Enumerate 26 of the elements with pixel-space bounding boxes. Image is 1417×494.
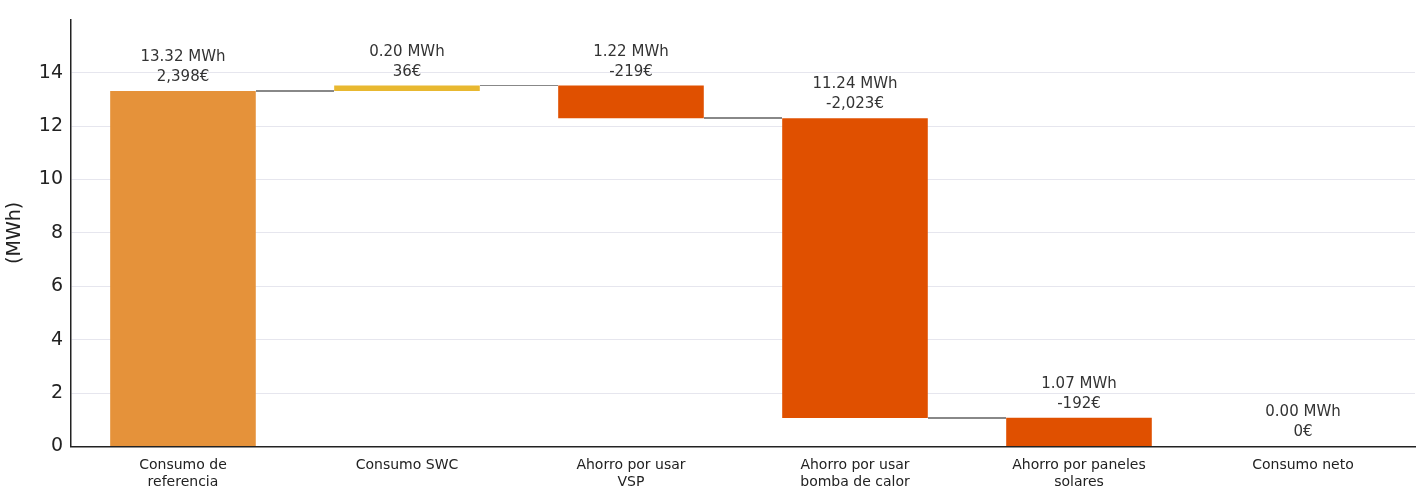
data-label: 1.07 MWh -192€: [1041, 373, 1117, 412]
x-tick-label: Ahorro por paneles solares: [1012, 456, 1146, 490]
x-tick-label: Ahorro por usar VSP: [576, 456, 686, 490]
x-tick-label: Consumo de referencia: [139, 456, 227, 490]
data-label: 0.00 MWh 0€: [1265, 402, 1341, 441]
y-tick-label: 12: [38, 113, 63, 136]
data-label: 1.22 MWh -219€: [593, 41, 669, 80]
y-tick-label: 14: [38, 59, 63, 82]
y-axis-title: (MWh): [2, 201, 25, 264]
data-label: 0.20 MWh 36€: [369, 41, 445, 80]
y-tick-label: 8: [50, 219, 63, 242]
bar: [1006, 417, 1152, 446]
x-tick-label: Ahorro por usar bomba de calor: [800, 456, 910, 490]
y-tick-label: 2: [50, 379, 63, 402]
data-label: 13.32 MWh 2,398€: [140, 46, 226, 85]
y-tick-label: 4: [50, 326, 63, 349]
bar: [110, 90, 256, 446]
y-tick-label: 6: [50, 273, 63, 296]
data-label: 11.24 MWh -2,023€: [812, 74, 898, 113]
bar: [334, 85, 480, 91]
bar: [558, 85, 704, 119]
bar: [782, 118, 928, 419]
x-tick-label: Consumo neto: [1252, 456, 1354, 473]
y-tick-label: 0: [50, 433, 63, 456]
x-tick-label: Consumo SWC: [355, 456, 459, 473]
y-tick-label: 10: [38, 166, 63, 189]
